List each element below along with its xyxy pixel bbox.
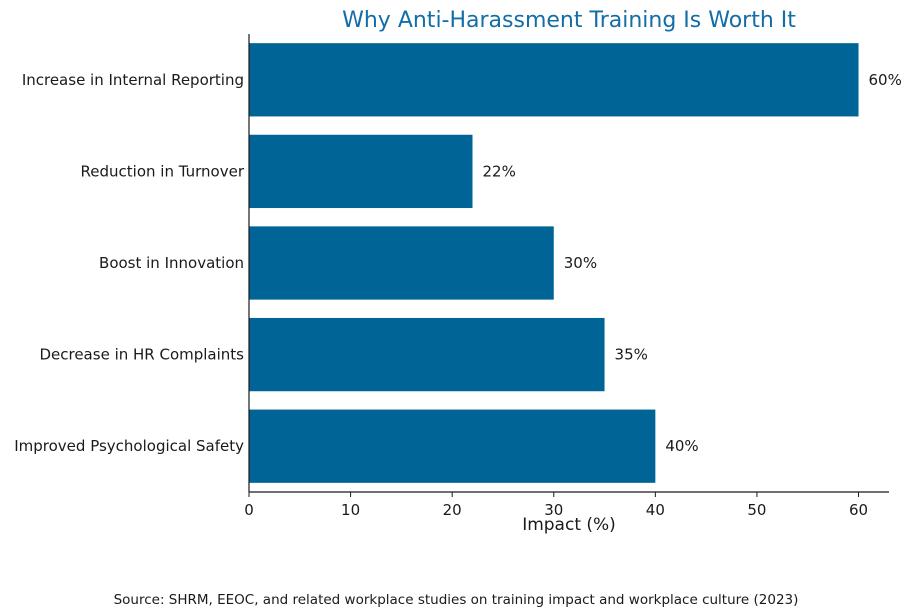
x-tick-label-4: 40 <box>646 501 665 519</box>
x-axis: 0 10 20 30 40 50 60 <box>244 491 889 519</box>
category-label-3: Decrease in HR Complaints <box>39 346 244 364</box>
value-label-2: 30% <box>564 254 597 272</box>
category-label-4: Improved Psychological Safety <box>14 437 244 455</box>
x-tick-label-2: 20 <box>443 501 462 519</box>
bar-1 <box>249 134 473 209</box>
x-tick-label-6: 60 <box>849 501 868 519</box>
value-label-0: 60% <box>869 71 902 89</box>
bar-2 <box>249 226 554 300</box>
x-axis-title: Impact (%) <box>522 515 616 535</box>
bar-0 <box>249 43 859 117</box>
category-label-1: Reduction in Turnover <box>81 162 245 180</box>
category-label-0: Increase in Internal Reporting <box>22 71 244 89</box>
chart-title: Why Anti-Harassment Training Is Worth It <box>342 8 796 33</box>
value-label-1: 22% <box>482 162 515 180</box>
category-labels: Increase in Internal Reporting Reduction … <box>14 71 245 455</box>
source-note: Source: SHRM, EEOC, and related workplac… <box>114 592 799 608</box>
value-label-3: 35% <box>615 346 648 364</box>
x-tick-label-1: 10 <box>341 501 360 519</box>
value-labels: 60% 22% 30% 35% 40% <box>482 71 901 455</box>
x-tick-label-3: 30 <box>544 501 563 519</box>
x-tick-label-5: 50 <box>747 501 766 519</box>
bar-4 <box>249 409 656 483</box>
category-label-2: Boost in Innovation <box>99 254 244 272</box>
bars-group <box>249 43 859 483</box>
x-tick-label-0: 0 <box>244 501 254 519</box>
value-label-4: 40% <box>665 437 698 455</box>
bar-3 <box>249 317 605 392</box>
